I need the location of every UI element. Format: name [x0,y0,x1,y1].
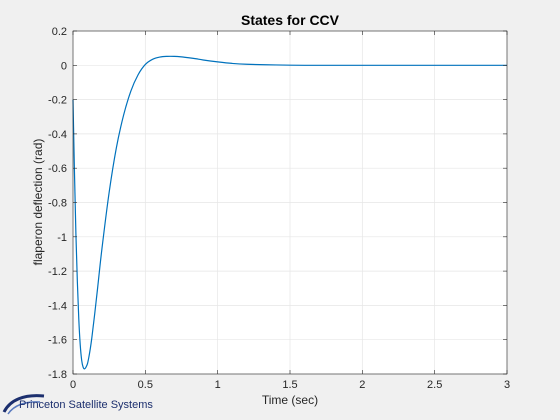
y-tick-label: -0.4 [48,129,67,141]
series-layer [72,55,507,370]
x-axis-label: Time (sec) [262,393,318,407]
x-tick-labels: 0 0.5 1 1.5 2 2.5 3 [70,379,510,391]
y-tick-label: -0.8 [48,198,67,210]
x-tick-label: 2 [359,379,365,391]
y-tick-label: -1.2 [48,266,67,278]
x-tick-label: 3 [504,379,510,391]
y-tick-label: 0 [61,60,67,72]
y-tick-label: -1 [57,232,67,244]
y-axis-label: flaperon deflection (rad) [31,139,45,266]
x-tick-label: 0 [70,379,76,391]
logo-mark [2,394,45,415]
y-tick-label: -0.2 [48,95,67,107]
logo-swoosh-accent-icon [7,401,41,415]
x-tick-label: 1 [215,379,221,391]
series-line [72,55,507,370]
y-tick-label: -1.8 [48,369,67,381]
logo-text: Princeton Satellite Systems [19,399,153,411]
logo-swoosh-icon [2,394,45,413]
y-tick-labels: 0.2 0 -0.2 -0.4 -0.6 -0.8 -1 -1.2 -1.4 -1.6 -1.8 [48,26,67,381]
y-tick-label: -1.6 [48,335,67,347]
y-tick-label: -1.4 [48,300,67,312]
x-tick-label: 2.5 [427,379,442,391]
chart-title: States for CCV [241,12,340,28]
x-tick-label: 1.5 [282,379,297,391]
tick-marks [72,30,508,375]
x-tick-label: 0.5 [138,379,153,391]
y-tick-label: -0.6 [48,163,67,175]
y-tick-label: 0.2 [52,26,67,38]
